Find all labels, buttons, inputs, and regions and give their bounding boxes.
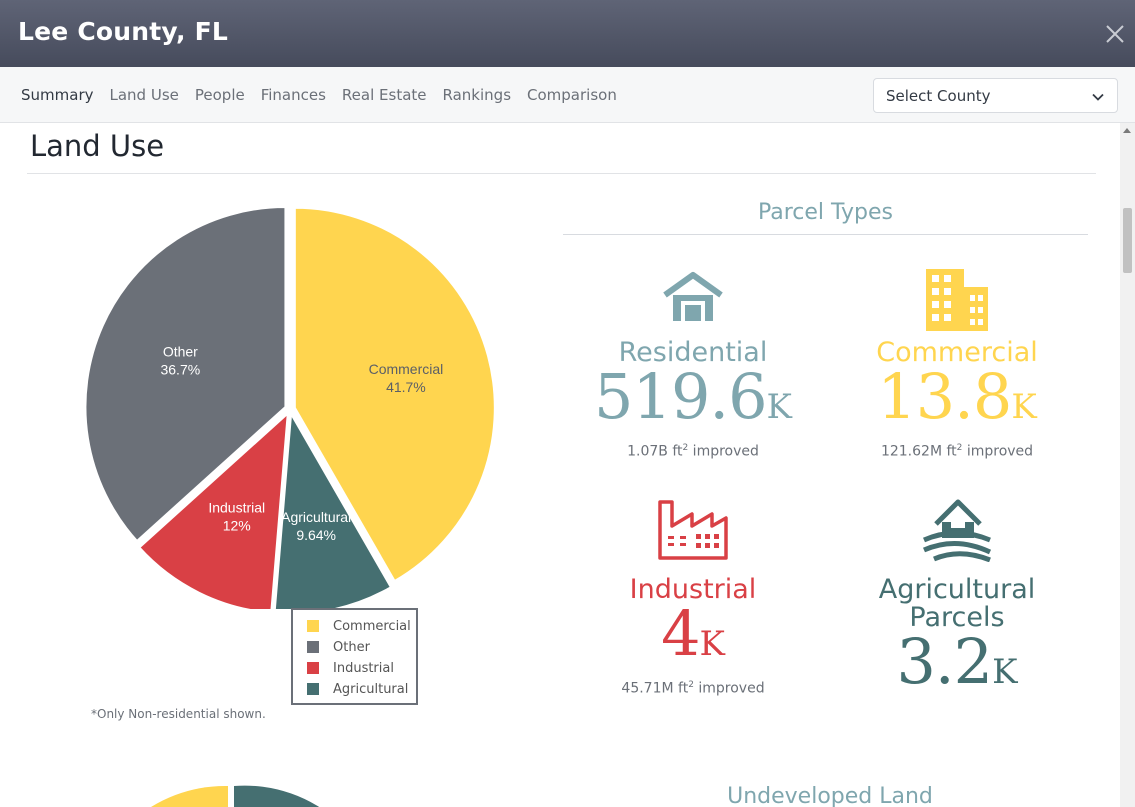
agricultural-label: Agricultural Parcels bbox=[827, 576, 1087, 632]
tab-rankings[interactable]: Rankings bbox=[442, 86, 512, 104]
tab-summary[interactable]: Summary bbox=[21, 86, 94, 104]
legend-label: Commercial bbox=[333, 618, 411, 634]
residential-sqft: 1.07B ft bbox=[627, 443, 683, 460]
tab-comparison[interactable]: Comparison bbox=[527, 86, 617, 104]
residential-card: Residential 519.6K 1.07B ft2 improved bbox=[563, 269, 823, 460]
pie-slice-commercial[interactable] bbox=[293, 206, 496, 583]
industrial-improved-suffix: improved bbox=[693, 680, 765, 697]
pie-slice-other[interactable] bbox=[84, 205, 287, 543]
modal-header: Lee County, FL bbox=[0, 0, 1135, 67]
chevron-down-icon bbox=[1092, 93, 1104, 101]
commercial-value: 13.8 bbox=[877, 360, 1012, 433]
close-button[interactable] bbox=[1101, 20, 1129, 48]
industrial-count: 4K bbox=[563, 603, 823, 674]
tab-real-estate[interactable]: Real Estate bbox=[341, 86, 427, 104]
section-title: Land Use bbox=[30, 129, 165, 163]
residential-improved-suffix: improved bbox=[688, 443, 759, 460]
tab-people[interactable]: People bbox=[194, 86, 245, 104]
commercial-sqft-exponent: 2 bbox=[956, 443, 963, 453]
residential-unit: K bbox=[766, 387, 792, 427]
barn-icon bbox=[922, 499, 992, 562]
tab-finances[interactable]: Finances bbox=[260, 86, 326, 104]
legend-label: Industrial bbox=[333, 660, 394, 676]
pie-label-percent: 41.7% bbox=[386, 379, 426, 395]
legend-swatch-other bbox=[307, 641, 319, 653]
pie-label-percent: 12% bbox=[223, 518, 251, 534]
industrial-sqft: 45.71M ft bbox=[621, 680, 689, 697]
legend-item: Other bbox=[307, 639, 370, 655]
chart-footnote: *Only Non-residential shown. bbox=[91, 707, 266, 721]
commercial-card: Commercial 13.8K 121.62M ft2 improved bbox=[827, 269, 1087, 460]
legend-swatch-agricultural bbox=[307, 683, 319, 695]
commercial-sqft: 121.62M ft bbox=[880, 443, 957, 460]
pie-label-percent: 36.7% bbox=[160, 361, 200, 377]
county-select-value: Select County bbox=[886, 87, 991, 105]
residential-sqft-exponent: 2 bbox=[682, 443, 689, 453]
tab-list: Summary Land Use People Finances Real Es… bbox=[21, 86, 633, 104]
legend-swatch-commercial bbox=[307, 620, 319, 632]
county-title: Lee County, FL bbox=[18, 17, 228, 46]
industrial-value: 4 bbox=[661, 597, 700, 670]
pie-label-name: Agricultural bbox=[281, 509, 351, 525]
legend-swatch-industrial bbox=[307, 662, 319, 674]
agricultural-value: 3.2 bbox=[896, 625, 993, 698]
commercial-unit: K bbox=[1011, 387, 1037, 427]
county-select[interactable]: Select County bbox=[873, 78, 1118, 113]
pie-label-name: Other bbox=[163, 343, 198, 359]
legend-label: Other bbox=[333, 639, 370, 655]
close-icon bbox=[1106, 25, 1124, 43]
residential-label: Residential bbox=[618, 337, 768, 368]
residential-value: 519.6 bbox=[594, 360, 767, 433]
legend-item: Commercial bbox=[307, 618, 411, 634]
pie-label-name: Industrial bbox=[208, 500, 265, 516]
parcel-types-title: Parcel Types bbox=[757, 200, 894, 225]
factory-icon bbox=[658, 500, 728, 560]
tab-land-use[interactable]: Land Use bbox=[109, 86, 179, 104]
house-icon bbox=[663, 272, 723, 321]
scrollbar[interactable] bbox=[1120, 123, 1135, 807]
industrial-sqft-exponent: 2 bbox=[688, 680, 694, 690]
residential-improved: 1.07B ft2 improved bbox=[563, 443, 823, 460]
industrial-label: Industrial bbox=[629, 574, 757, 605]
tab-bar: Summary Land Use People Finances Real Es… bbox=[0, 67, 1135, 123]
agricultural-label-line1: Agricultural bbox=[878, 574, 1036, 605]
parcel-types-divider bbox=[563, 234, 1088, 235]
commercial-improved: 121.62M ft2 improved bbox=[827, 443, 1087, 460]
undeveloped-pie-chart-peek bbox=[151, 785, 320, 807]
commercial-label: Commercial bbox=[876, 337, 1038, 368]
agricultural-card: Agricultural Parcels 3.2K bbox=[827, 496, 1087, 702]
legend-label: Agricultural bbox=[333, 681, 409, 697]
industrial-improved: 45.71M ft2 improved bbox=[563, 680, 823, 697]
agricultural-label-line2: Parcels bbox=[909, 602, 1005, 633]
pie-svg: Commercial 41.7% Agricultural 9.64% Industri… bbox=[84, 205, 496, 615]
section-divider bbox=[27, 173, 1096, 174]
commercial-improved-suffix: improved bbox=[962, 443, 1034, 460]
scroll-content: Land Use Commercial 41.7% Agricultural 9.64… bbox=[0, 123, 1120, 807]
pie-label-percent: 9.64% bbox=[296, 527, 336, 543]
residential-count: 519.6K bbox=[563, 366, 823, 437]
industrial-card: Industrial 4K 45.71M ft2 improved bbox=[563, 496, 823, 697]
legend-item: Agricultural bbox=[307, 681, 408, 697]
agricultural-count: 3.2K bbox=[827, 631, 1087, 702]
pie-legend: Commercial Other Industrial Agricultural bbox=[291, 608, 418, 705]
scrollbar-thumb[interactable] bbox=[1123, 208, 1132, 273]
industrial-unit: K bbox=[699, 624, 725, 664]
legend-item: Industrial bbox=[307, 660, 394, 676]
undeveloped-land-title: Undeveloped Land bbox=[727, 784, 933, 807]
scroll-up-icon[interactable] bbox=[1123, 128, 1131, 133]
land-use-pie-chart: Commercial 41.7% Agricultural 9.64% Industri… bbox=[80, 199, 500, 615]
pie-label-name: Commercial bbox=[369, 361, 444, 377]
commercial-count: 13.8K bbox=[827, 366, 1087, 437]
building-icon bbox=[926, 269, 988, 331]
agricultural-unit: K bbox=[992, 652, 1018, 692]
